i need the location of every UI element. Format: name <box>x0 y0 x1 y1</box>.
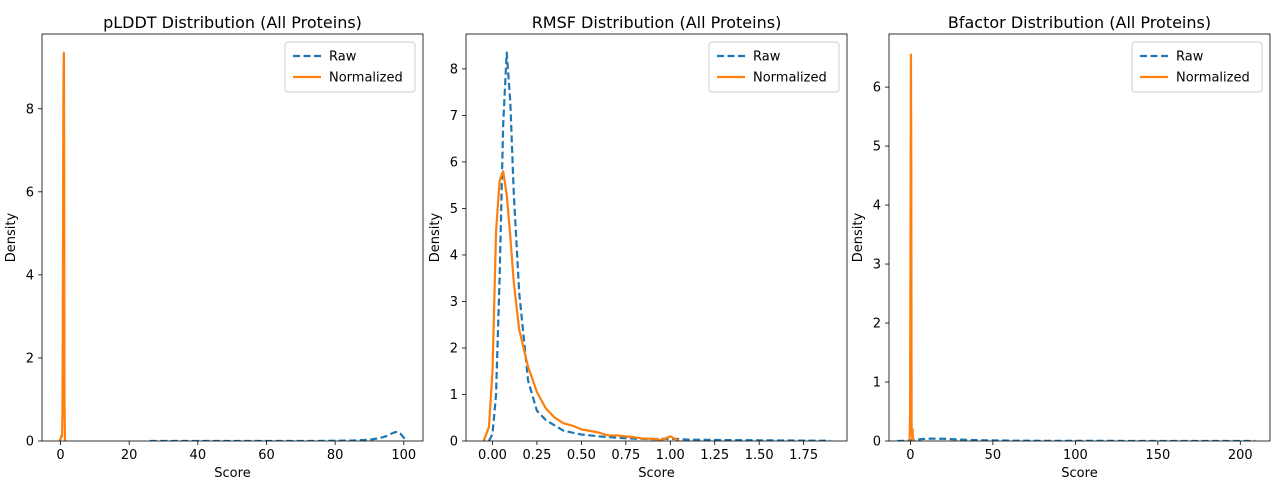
series-line-raw <box>487 51 831 441</box>
y-tick-label: 5 <box>873 140 881 155</box>
y-tick-label: 6 <box>873 81 881 96</box>
legend: Raw Normalized <box>708 41 840 93</box>
series-line-normalized <box>482 170 680 441</box>
chart-title: pLDDT Distribution (All Proteins) <box>103 13 362 32</box>
y-tick-label: 8 <box>26 102 34 117</box>
x-tick-label: 100 <box>391 448 416 463</box>
x-tick-label: 50 <box>985 448 1002 463</box>
y-tick-label: 8 <box>450 62 458 77</box>
x-tick-label: 0.75 <box>611 448 640 463</box>
y-tick-label: 2 <box>26 351 34 366</box>
plot-area-frame <box>465 33 848 442</box>
plot-area-frame <box>888 33 1271 442</box>
x-tick-label: 100 <box>1063 448 1088 463</box>
x-tick-label: 60 <box>258 448 275 463</box>
y-tick-label: 3 <box>450 295 458 310</box>
y-tick-label: 0 <box>450 435 458 450</box>
y-tick-label: 4 <box>26 268 34 283</box>
x-axis-label: Score <box>214 466 250 481</box>
legend: Raw Normalized <box>284 41 416 93</box>
legend: Raw Normalized <box>1131 41 1263 93</box>
y-axis-label: Density <box>4 212 19 262</box>
y-tick-label: 7 <box>450 109 458 124</box>
plot-area-frame <box>41 33 424 442</box>
y-tick-label: 2 <box>450 341 458 356</box>
x-tick-label: 20 <box>121 448 138 463</box>
series-line-normalized <box>908 53 915 441</box>
x-tick-label: 150 <box>1145 448 1170 463</box>
chart-title: Bfactor Distribution (All Proteins) <box>948 13 1211 32</box>
x-tick-label: 0 <box>906 448 914 463</box>
x-tick-label: 1.75 <box>789 448 818 463</box>
y-tick-label: 2 <box>873 317 881 332</box>
x-tick-label: 0.25 <box>522 448 551 463</box>
x-tick-label: 40 <box>190 448 207 463</box>
series-line-raw <box>149 430 408 441</box>
legend-box <box>708 41 840 93</box>
y-tick-label: 4 <box>873 199 881 214</box>
y-axis-label: Density <box>428 212 443 262</box>
y-tick-label: 1 <box>450 388 458 403</box>
x-axis-label: Score <box>1061 466 1097 481</box>
y-tick-label: 0 <box>26 435 34 450</box>
y-tick-label: 4 <box>450 248 458 263</box>
y-tick-label: 0 <box>873 435 881 450</box>
legend-label-normalized: Normalized <box>753 71 827 86</box>
x-tick-label: 0.50 <box>567 448 596 463</box>
y-tick-label: 1 <box>873 376 881 391</box>
legend-box <box>1131 41 1263 93</box>
chart-panel-2: 0.00 0.25 0.50 0.75 1.00 1.25 1.50 1.75 0 1 2 3 4 5 6 7… <box>428 13 848 481</box>
x-tick-label: 0.00 <box>478 448 507 463</box>
legend-label-raw: Raw <box>329 50 357 65</box>
chart-title: RMSF Distribution (All Proteins) <box>532 13 782 32</box>
x-axis-label: Score <box>638 466 674 481</box>
legend-label-raw: Raw <box>1176 50 1204 65</box>
y-axis-label: Density <box>851 212 866 262</box>
legend-box <box>284 41 416 93</box>
x-tick-label: 80 <box>327 448 344 463</box>
y-tick-label: 5 <box>450 202 458 217</box>
x-tick-label: 1.00 <box>656 448 685 463</box>
x-tick-label: 1.25 <box>700 448 729 463</box>
y-tick-label: 6 <box>450 155 458 170</box>
x-tick-label: 1.50 <box>745 448 774 463</box>
legend-label-normalized: Normalized <box>329 71 403 86</box>
legend-label-raw: Raw <box>753 50 781 65</box>
x-tick-label: 200 <box>1228 448 1253 463</box>
y-tick-label: 6 <box>26 185 34 200</box>
legend-label-normalized: Normalized <box>1176 71 1250 86</box>
chart-panel-1: 0 20 40 60 80 100 0 2 4 6 8 pLDDT Distribution (All… <box>4 13 424 481</box>
y-tick-label: 3 <box>873 258 881 273</box>
x-tick-label: 0 <box>56 448 64 463</box>
chart-panel-3: 0 50 100 150 200 0 1 2 3 4 5 6 Bfactor Distribution … <box>851 13 1271 481</box>
series-line-normalized <box>58 51 67 441</box>
